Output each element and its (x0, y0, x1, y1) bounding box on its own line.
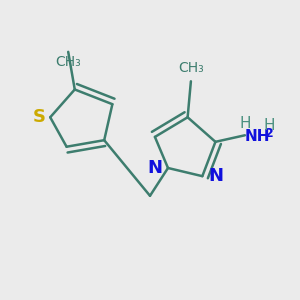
Text: H: H (263, 118, 275, 133)
Text: H: H (239, 116, 250, 131)
Text: NH: NH (245, 129, 270, 144)
Text: N: N (208, 167, 223, 185)
Text: CH₃: CH₃ (178, 61, 204, 75)
Text: S: S (32, 108, 45, 126)
Text: CH₃: CH₃ (55, 55, 81, 69)
Text: 2: 2 (265, 127, 274, 140)
Text: N: N (147, 159, 162, 177)
